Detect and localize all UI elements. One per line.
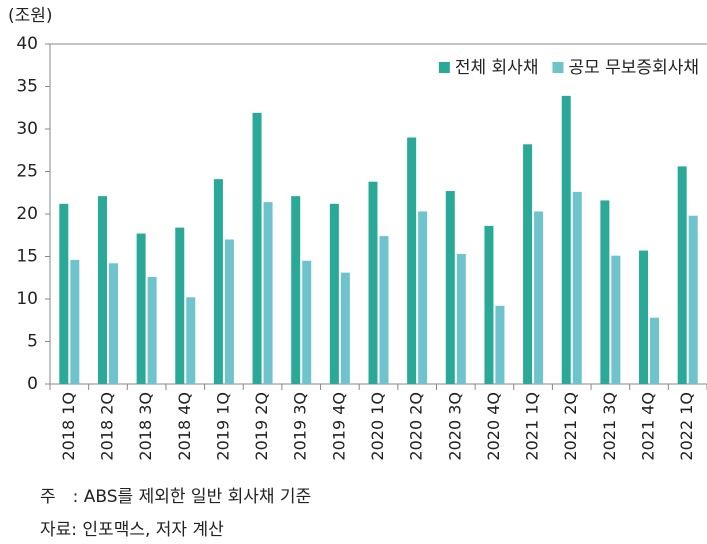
x-tick-label: 2018 3Q	[136, 392, 155, 461]
bar	[688, 215, 698, 384]
note: 주 : ABS를 제외한 일반 회사채 기준	[40, 487, 311, 507]
bar	[534, 211, 544, 384]
bar	[456, 253, 466, 384]
y-tick-label: 20	[16, 204, 38, 224]
bar	[136, 233, 146, 384]
x-tick-label: 2020 3Q	[445, 392, 464, 461]
x-tick-label: 2019 3Q	[291, 392, 310, 461]
bar	[572, 191, 582, 384]
bar	[650, 317, 660, 384]
y-axis-label: (조원)	[8, 6, 53, 26]
bar	[329, 203, 339, 384]
bar	[407, 137, 417, 384]
bar	[523, 144, 533, 384]
bar	[611, 255, 621, 384]
bar	[108, 263, 118, 384]
x-tick-label: 2021 2Q	[561, 392, 580, 461]
bar	[70, 259, 80, 384]
bar	[224, 239, 234, 384]
bar	[302, 260, 312, 384]
bar	[175, 227, 185, 384]
bar	[561, 95, 571, 384]
x-tick-label: 2020 2Q	[407, 392, 426, 461]
bar	[186, 297, 196, 384]
bar	[252, 112, 262, 384]
bar	[445, 191, 455, 384]
x-tick-label: 2018 4Q	[175, 392, 194, 461]
x-tick-label: 2018 2Q	[97, 392, 116, 461]
bar	[97, 196, 107, 384]
y-tick-label: 15	[16, 247, 38, 267]
bar	[147, 276, 157, 384]
legend-label: 전체 회사채	[455, 58, 539, 78]
bar	[600, 200, 610, 384]
y-tick-label: 40	[16, 34, 38, 54]
bar	[639, 250, 649, 384]
x-tick-label: 2019 1Q	[213, 392, 232, 461]
y-tick-label: 10	[16, 289, 38, 309]
y-tick-label: 0	[27, 374, 38, 394]
x-tick-label: 2021 4Q	[639, 392, 658, 461]
bar	[677, 166, 687, 384]
x-tick-label: 2021 3Q	[600, 392, 619, 461]
y-tick-label: 5	[27, 332, 38, 352]
x-tick-label: 2018 1Q	[59, 392, 78, 461]
y-tick-label: 35	[16, 77, 38, 97]
bar	[291, 196, 301, 384]
legend-label: 공모 무보증회사채	[568, 58, 699, 78]
y-tick-label: 30	[16, 119, 38, 139]
bar	[495, 305, 505, 384]
legend-swatch	[552, 62, 564, 73]
bar	[263, 202, 273, 384]
y-tick-label: 25	[16, 162, 38, 182]
legend-swatch	[438, 62, 450, 73]
bar	[340, 272, 350, 384]
x-tick-label: 2022 1Q	[677, 392, 696, 461]
x-tick-label: 2021 1Q	[523, 392, 542, 461]
bar	[484, 225, 494, 384]
x-tick-label: 2020 1Q	[368, 392, 387, 461]
x-tick-label: 2020 4Q	[484, 392, 503, 461]
x-tick-label: 2019 4Q	[329, 392, 348, 461]
bar	[213, 179, 223, 384]
bar	[379, 236, 389, 384]
bar	[59, 203, 69, 384]
bar	[418, 211, 428, 384]
source: 자료: 인포맥스, 저자 계산	[40, 520, 224, 540]
x-tick-label: 2019 2Q	[252, 392, 271, 461]
bar	[368, 181, 378, 384]
